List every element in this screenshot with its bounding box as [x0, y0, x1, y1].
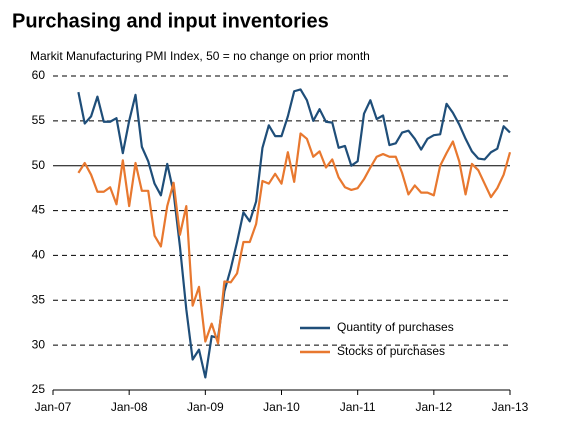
y-tick-label: 35	[32, 292, 46, 306]
x-tick-label: Jan-12	[415, 400, 452, 414]
legend-label: Stocks of purchases	[337, 344, 445, 358]
y-tick-label: 50	[32, 158, 46, 172]
x-tick-label: Jan-08	[111, 400, 148, 414]
x-tick-label: Jan-07	[35, 400, 72, 414]
chart-subtitle: Markit Manufacturing PMI Index, 50 = no …	[30, 49, 370, 63]
x-tick-label: Jan-10	[263, 400, 300, 414]
x-tick-label: Jan-11	[340, 400, 376, 414]
y-tick-label: 45	[32, 203, 46, 217]
chart-title: Purchasing and input inventories	[12, 10, 329, 32]
series-line	[77, 132, 512, 345]
y-tick-label: 60	[32, 68, 46, 82]
y-tick-label: 40	[32, 248, 46, 262]
legend-label: Quantity of purchases	[337, 320, 454, 334]
y-tick-label: 25	[32, 382, 46, 396]
series-line	[77, 88, 511, 379]
x-tick-label: Jan-09	[187, 400, 224, 414]
x-tick-label: Jan-13	[492, 400, 529, 414]
y-tick-label: 30	[32, 337, 46, 351]
y-tick-label: 55	[32, 113, 46, 127]
